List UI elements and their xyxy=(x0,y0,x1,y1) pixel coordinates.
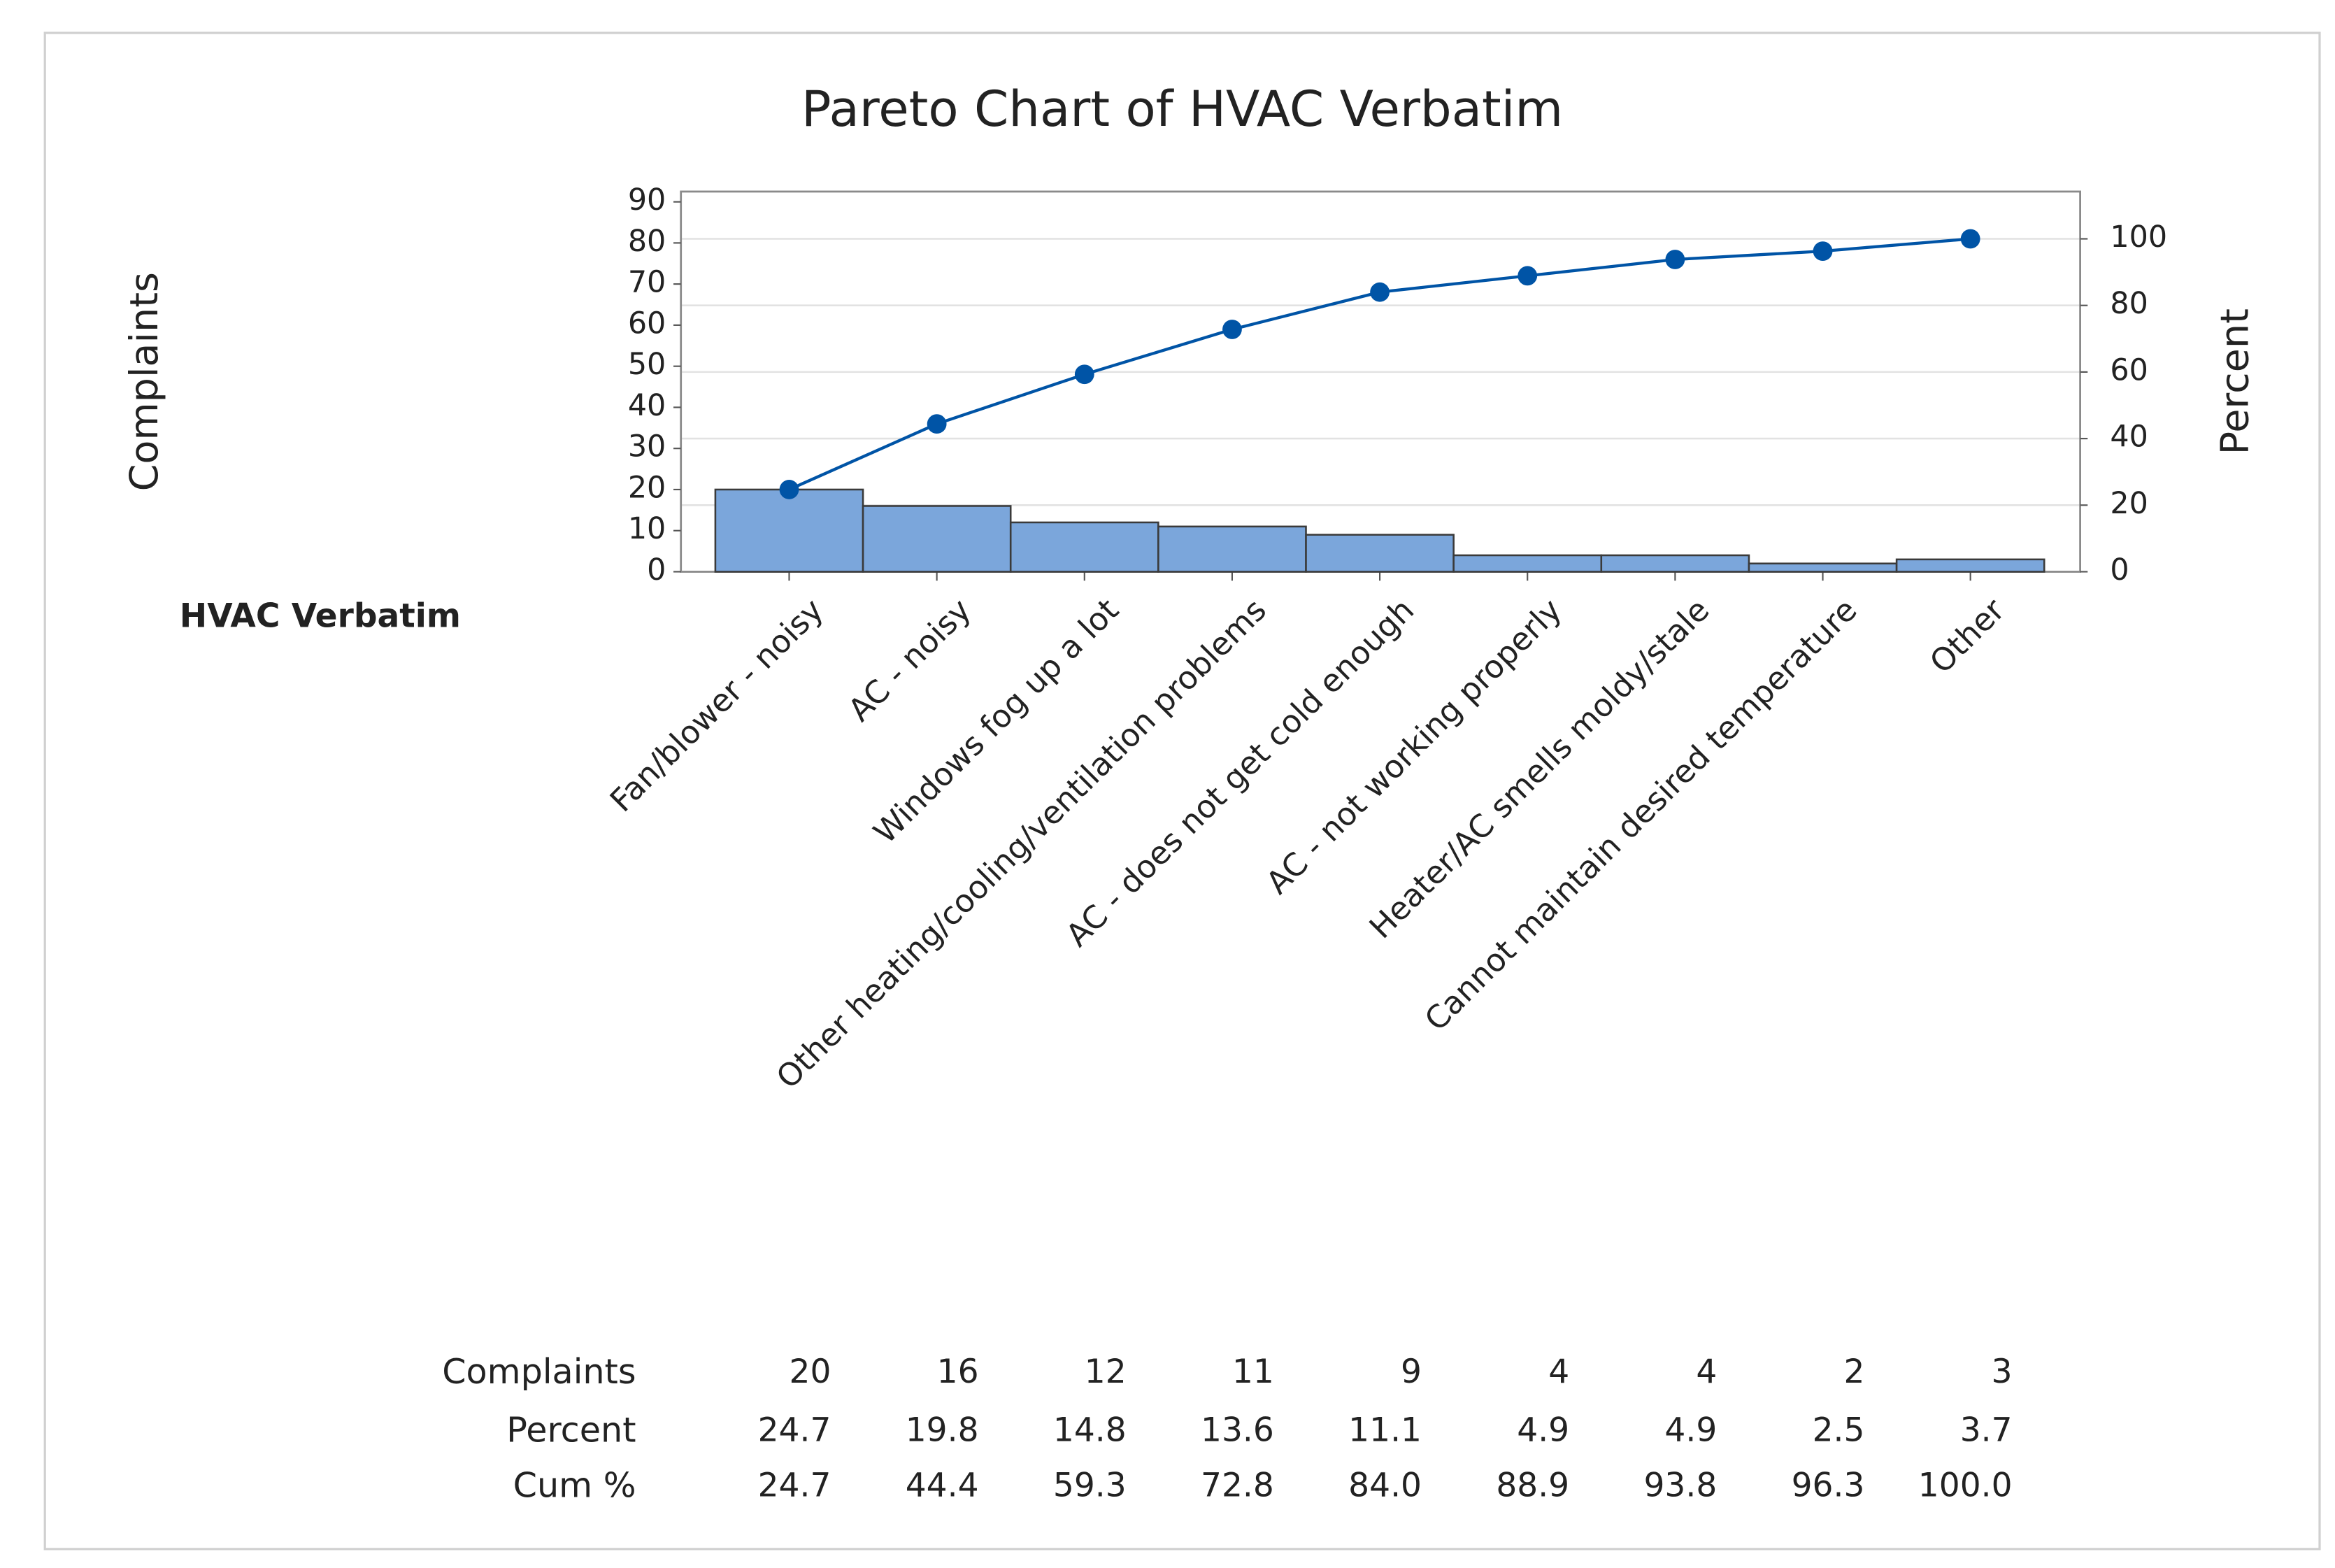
table-cell: 12 xyxy=(1085,1353,1127,1391)
y-tick-label: 80 xyxy=(628,224,666,259)
chart-title: Pareto Chart of HVAC Verbatim xyxy=(801,80,1563,138)
cum-point xyxy=(779,480,799,499)
table-cell: 16 xyxy=(937,1353,979,1391)
table-cell: 100.0 xyxy=(1918,1467,2013,1505)
y2-tick-label: 80 xyxy=(2110,286,2148,321)
cum-point xyxy=(1518,266,1538,286)
bar xyxy=(1009,521,1159,573)
bar xyxy=(1748,562,1898,573)
table-cell: 14.8 xyxy=(1053,1411,1127,1449)
y-tick-label: 0 xyxy=(647,553,666,587)
bar xyxy=(1452,554,1603,573)
cum-point xyxy=(1074,364,1094,385)
table-cell: 93.8 xyxy=(1643,1467,1717,1505)
table-row-label: Cum % xyxy=(513,1465,636,1506)
table-cell: 2.5 xyxy=(1813,1411,1865,1449)
y-tick-label: 30 xyxy=(628,429,666,464)
y-tick-label: 50 xyxy=(628,347,666,382)
bar xyxy=(714,488,864,573)
table-cell: 9 xyxy=(1401,1353,1422,1391)
frame xyxy=(43,31,2321,1551)
table-cell: 13.6 xyxy=(1201,1411,1274,1449)
cum-point xyxy=(1222,320,1242,339)
y-tick-label: 60 xyxy=(628,306,666,341)
bar xyxy=(1895,558,2045,573)
y-tick-label: 10 xyxy=(628,511,666,546)
y-tick-label: 70 xyxy=(628,265,666,300)
cum-point xyxy=(1370,282,1390,302)
table-cell: 11 xyxy=(1232,1353,1274,1391)
bar xyxy=(1305,534,1455,573)
y-tick-label: 20 xyxy=(628,470,666,505)
y-tick-label: 40 xyxy=(628,388,666,423)
bar xyxy=(1600,554,1750,573)
table-cell: 4 xyxy=(1696,1353,1717,1391)
table-cell: 24.7 xyxy=(758,1467,831,1505)
table-cell: 11.1 xyxy=(1348,1411,1422,1449)
cum-point xyxy=(1960,229,1980,249)
bar xyxy=(1157,525,1307,573)
cum-point xyxy=(927,414,947,434)
table-cell: 4 xyxy=(1548,1353,1569,1391)
y2-tick-label: 40 xyxy=(2110,420,2148,455)
table-cell: 3 xyxy=(1992,1353,2013,1391)
table-cell: 88.9 xyxy=(1496,1467,1569,1505)
table-row-label: Complaints xyxy=(442,1351,636,1392)
y2-tick-label: 20 xyxy=(2110,486,2148,521)
table-cell: 96.3 xyxy=(1792,1467,1865,1505)
x-axis-title: HVAC Verbatim xyxy=(180,597,461,635)
table-cell: 44.4 xyxy=(906,1467,979,1505)
y2-tick-label: 60 xyxy=(2110,352,2148,387)
table-row-label: Percent xyxy=(506,1409,636,1450)
y-axis-title: Complaints xyxy=(122,272,167,491)
bar xyxy=(862,505,1012,573)
cum-point xyxy=(1813,241,1833,262)
table-cell: 59.3 xyxy=(1053,1467,1127,1505)
y-tick-label: 90 xyxy=(628,183,666,218)
table-cell: 4.9 xyxy=(1517,1411,1569,1449)
y2-tick-label: 100 xyxy=(2110,220,2167,255)
table-cell: 24.7 xyxy=(758,1411,831,1449)
y2-axis-title: Percent xyxy=(2212,308,2257,455)
table-cell: 84.0 xyxy=(1348,1467,1422,1505)
table-cell: 20 xyxy=(790,1353,831,1391)
y2-tick-label: 0 xyxy=(2110,553,2129,587)
table-cell: 3.7 xyxy=(1960,1411,2013,1449)
table-cell: 19.8 xyxy=(906,1411,979,1449)
table-cell: 72.8 xyxy=(1201,1467,1274,1505)
table-cell: 4.9 xyxy=(1664,1411,1717,1449)
table-cell: 2 xyxy=(1843,1353,1864,1391)
cum-point xyxy=(1665,250,1685,269)
